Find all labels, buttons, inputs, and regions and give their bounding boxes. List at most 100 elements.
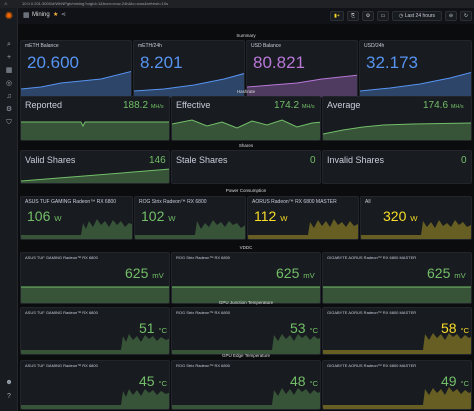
sparkline (172, 388, 320, 409)
stat-value: 58 °C (441, 320, 470, 336)
panel-reported-hashrate: Reported 188.2 MH/s (20, 96, 170, 141)
sparkline (21, 286, 169, 303)
sparkline (323, 333, 471, 354)
panel-title: GIGABYTE AORUS Radeon™ RX 6800 MASTER (327, 255, 417, 260)
share-icon[interactable]: ⋖ (61, 12, 67, 18)
dashboard-title[interactable]: Mining (32, 12, 50, 18)
stat-value: 0 (310, 155, 316, 166)
panel-junction-asus: ASUS TUF GAMING Radeon™ RX 6800 51 °C (20, 307, 170, 355)
stat-value: 146 (149, 155, 166, 166)
stat-value: 8.201 (140, 53, 183, 72)
stat-value: 32.173 (366, 53, 418, 72)
panel-power-all: All 320 W (360, 196, 472, 240)
panel-title: Effective (176, 100, 211, 110)
panel-title: Reported (25, 100, 63, 110)
panel-title: Valid Shares (25, 155, 76, 165)
refresh-icon[interactable]: ↻ (460, 11, 472, 21)
stat-value: 112 W (254, 208, 288, 224)
panel-effective-hashrate: Effective 174.2 MH/s (171, 96, 321, 141)
panel-valid-shares: Valid Shares 146 (20, 150, 170, 184)
panel-title: ASUS TUF GAMING Radeon™ RX 6800 (25, 199, 117, 205)
panel-meth-balance: mETH Balance 20.600 (20, 40, 132, 98)
create-icon[interactable]: + (6, 54, 12, 61)
save-icon[interactable]: ⎘ (347, 11, 359, 21)
panel-junction-aorus: GIGABYTE AORUS Radeon™ RX 6800 MASTER 58… (322, 307, 472, 355)
panel-title: ASUS TUF GAMING Radeon™ RX 6800 (25, 255, 98, 260)
stat-value: 106 W (27, 208, 62, 224)
row-junction-temp[interactable]: GPU Junction Temperature (218, 300, 274, 305)
sparkline (172, 119, 320, 140)
sparkline (360, 72, 471, 97)
panel-vddc-rog: ROG Strix Radeon™ RX 6800 625 mV (171, 252, 321, 304)
sparkline (21, 334, 169, 354)
panel-title: GIGABYTE AORUS Radeon™ RX 6800 MASTER (327, 363, 417, 368)
star-icon[interactable]: ★ (53, 12, 59, 18)
panel-title: ROG Strix Radeon™ RX 6800 (176, 310, 231, 315)
panel-vddc-aorus: GIGABYTE AORUS Radeon™ RX 6800 MASTER 62… (322, 252, 472, 304)
panel-edge-aorus: GIGABYTE AORUS Radeon™ RX 6800 MASTER 49… (322, 360, 472, 410)
row-shares[interactable]: Shares (238, 143, 254, 148)
stat-value: 49 °C (441, 373, 470, 389)
panel-title: mETH/24h (138, 43, 162, 49)
grafana-logo-icon[interactable]: ✺ (4, 11, 14, 22)
panel-title: AORUS Radeon™ RX 6800 MASTER (252, 199, 337, 205)
settings-icon[interactable]: ⚙ (362, 11, 374, 21)
sparkline (21, 168, 169, 183)
row-hashrate[interactable]: Hashrate (236, 89, 256, 94)
add-panel-button[interactable]: ▮+ (330, 11, 344, 21)
panel-title: Invalid Shares (327, 155, 385, 165)
row-summary[interactable]: Summary (236, 33, 256, 38)
shield-icon[interactable]: ⛉ (6, 119, 12, 126)
panel-title: ROG Strix Radeon™ RX 6800 (176, 255, 231, 260)
search-icon[interactable]: ⌕ (7, 41, 11, 48)
sparkline (247, 74, 357, 97)
sparkline (248, 219, 358, 239)
row-power[interactable]: Power Consumption (225, 188, 267, 193)
stat-value: 625 mV (125, 265, 164, 281)
insecure-icon: ⚠ (4, 1, 8, 6)
dashboards-icon[interactable]: ▦ (5, 67, 13, 74)
panel-title: All (365, 199, 371, 205)
panel-title: Average (327, 100, 361, 110)
stat-value: 53 °C (290, 320, 319, 336)
panel-title: ROG Strix Radeon™ RX 6800 (139, 199, 207, 205)
stat-value: 625 mV (427, 265, 466, 281)
stat-value: 20.600 (27, 53, 79, 72)
dashboard-navbar: ▦ Mining ★ ⋖ ▮+ ⎘ ⚙ ▭ ◷ Last 24 hours ⊖ … (18, 8, 474, 24)
panel-edge-rog: ROG Strix Radeon™ RX 6800 48 °C (171, 360, 321, 410)
user-avatar-icon[interactable]: ☻ (5, 379, 13, 386)
panel-title: ROG Strix Radeon™ RX 6800 (176, 363, 231, 368)
panel-vddc-asus: ASUS TUF GAMING Radeon™ RX 6800 625 mV (20, 252, 170, 304)
tv-mode-icon[interactable]: ▭ (377, 11, 389, 21)
sparkline (323, 122, 471, 140)
panel-average-hashrate: Average 174.6 MH/s (322, 96, 472, 141)
explore-icon[interactable]: ◎ (5, 80, 13, 87)
stat-value: 80.821 (253, 53, 305, 72)
alerting-icon[interactable]: ♫ (6, 93, 12, 100)
help-icon[interactable]: ? (7, 393, 11, 400)
stat-value: 320 W (383, 208, 418, 224)
stat-value: 188.2 MH/s (123, 100, 164, 111)
row-vddc[interactable]: VDDC (239, 245, 253, 250)
dashboard-grid-icon: ▦ (23, 12, 30, 19)
sparkline (134, 73, 244, 97)
panel-title: USD/24h (364, 43, 385, 49)
config-icon[interactable]: ⚙ (5, 106, 13, 113)
browser-address-bar[interactable]: ⚠ 10.0.0.201:3000/d/WhNPgb/mining?orgId=… (0, 0, 474, 8)
clock-icon: ◷ (398, 13, 405, 19)
zoom-out-icon[interactable]: ⊖ (445, 11, 457, 21)
sparkline (21, 219, 132, 239)
panel-power-rog: ROG Strix Radeon™ RX 6800 102 W (134, 196, 246, 240)
stat-value: 174.2 MH/s (274, 100, 315, 111)
sparkline (21, 389, 169, 409)
panel-title: mETH Balance (25, 43, 59, 49)
stat-value: 102 W (141, 208, 176, 224)
panel-title: GIGABYTE AORUS Radeon™ RX 6800 MASTER (327, 310, 417, 315)
sparkline (323, 387, 471, 409)
time-picker-button[interactable]: ◷ Last 24 hours (392, 11, 442, 21)
stat-value: 51 °C (139, 320, 168, 336)
url-text[interactable]: 10.0.0.201:3000/d/WhNPgb/mining?orgId=1&… (22, 1, 169, 6)
row-edge-temp[interactable]: GPU Edge Temperature (222, 353, 270, 358)
sparkline (172, 286, 320, 303)
panel-title: ASUS TUF GAMING Radeon™ RX 6800 (25, 310, 98, 315)
